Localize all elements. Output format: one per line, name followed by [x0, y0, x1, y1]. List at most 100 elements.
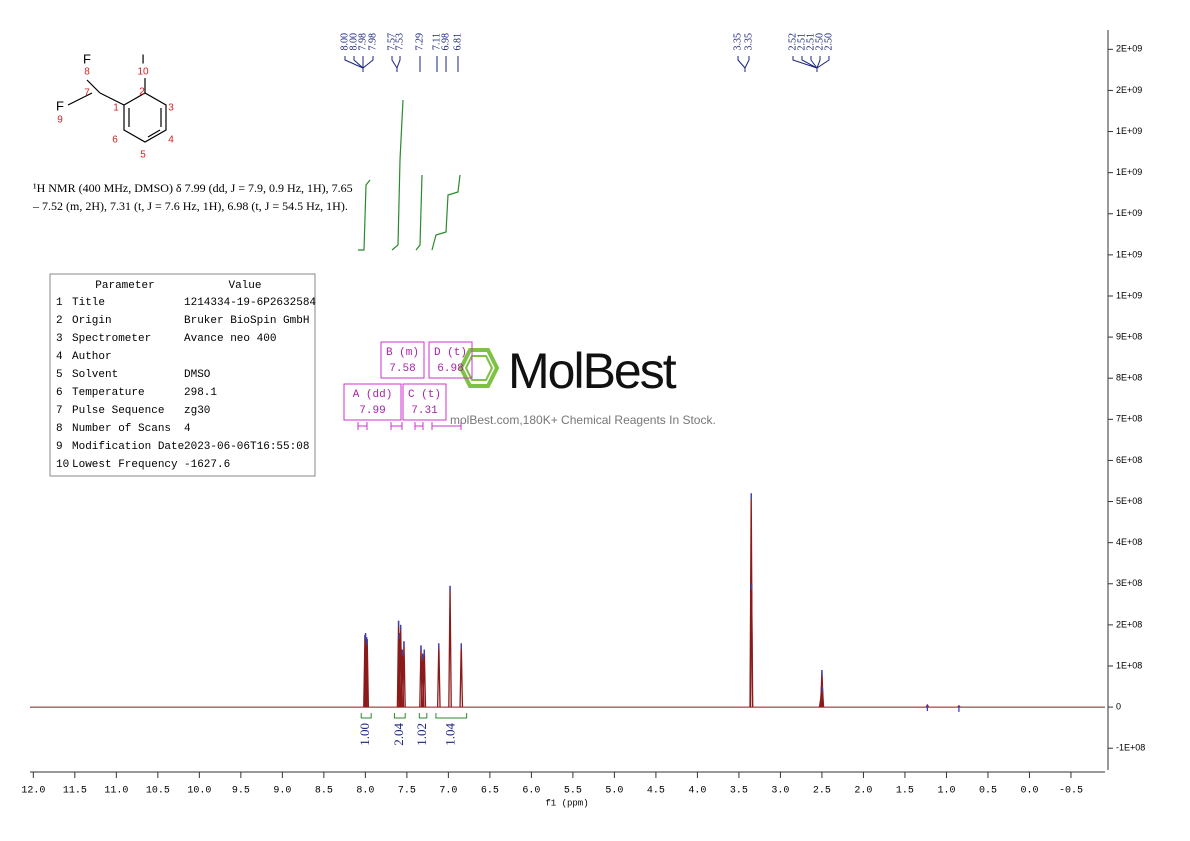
structure-bonds [67, 78, 167, 143]
table-cell: zg30 [184, 405, 210, 417]
x-tick-label: 12.0 [21, 786, 45, 797]
table-cell: 2023-06-06T16:55:08 [184, 441, 309, 453]
peak [402, 641, 406, 708]
peak-label: 2.51 [805, 33, 816, 51]
integral-label: 2.04 [391, 723, 406, 746]
multiplet-range [390, 422, 403, 430]
x-tick-label: 0.5 [979, 786, 997, 797]
parameter-table [49, 273, 316, 477]
table-cell: 4 [184, 423, 191, 435]
y-tick-label: 6E+08 [1116, 455, 1142, 465]
peak-label-connector [362, 56, 374, 72]
atom-label: I [141, 51, 145, 66]
peak-label: 3.35 [732, 33, 743, 51]
table-cell: Origin [72, 315, 112, 327]
y-tick-label: 1E+09 [1116, 249, 1142, 259]
multiplet-shift: 7.31 [411, 405, 438, 417]
integral-bracket [435, 713, 468, 719]
y-tick-label: 3E+08 [1116, 578, 1142, 588]
peak-label: 7.98 [367, 33, 378, 51]
x-tick-label: 7.0 [439, 786, 457, 797]
table-cell: Avance neo 400 [184, 333, 276, 345]
description-line: ¹H NMR (400 MHz, DMSO) δ 7.99 (dd, J = 7… [33, 181, 353, 195]
table-cell: Solvent [72, 369, 118, 381]
table-cell: Temperature [72, 387, 145, 399]
atom-label: 6 [112, 135, 118, 146]
table-cell: 3 [56, 333, 63, 345]
y-tick-label: 5E+08 [1116, 496, 1142, 506]
description-line: – 7.52 (m, 2H), 7.31 (t, J = 7.6 Hz, 1H)… [32, 199, 348, 213]
watermark-tagline: molBest.com,180K+ Chemical Reagents In S… [450, 413, 716, 427]
table-cell: 298.1 [184, 387, 217, 399]
x-tick-label: 10.5 [146, 786, 170, 797]
x-tick-label: -0.5 [1059, 786, 1083, 797]
peak-label: 2.50 [823, 33, 834, 51]
table-cell: 9 [56, 441, 63, 453]
y-tick-label: 2E+09 [1116, 44, 1142, 54]
y-tick-label: 2E+09 [1116, 85, 1142, 95]
table-cell: 1 [56, 297, 63, 309]
atom-label: 4 [168, 135, 174, 146]
y-tick-label: 2E+08 [1116, 619, 1142, 629]
x-tick-label: 6.5 [481, 786, 499, 797]
peak-label-connector [396, 56, 401, 72]
y-tick-label: 1E+09 [1116, 290, 1142, 300]
x-tick-label: 4.0 [688, 786, 706, 797]
atom-label: F [56, 98, 64, 113]
multiplet-box [428, 341, 473, 379]
x-axis-label: f1 (ppm) [545, 798, 588, 808]
peak-label: 8.00 [339, 33, 350, 51]
table-cell: Pulse Sequence [72, 405, 164, 417]
atom-label: 1 [113, 103, 119, 114]
table-cell: Bruker BioSpin GmbH [184, 315, 309, 327]
x-tick-label: 8.0 [356, 786, 374, 797]
atom-label: 3 [168, 103, 174, 114]
logo [458, 348, 500, 388]
atom-label: 8 [84, 67, 90, 78]
integral-bracket [418, 713, 428, 719]
table-cell: -1627.6 [184, 459, 230, 471]
multiplet-name: B (m) [386, 347, 419, 359]
peak-label: 6.81 [452, 33, 463, 51]
peak-label: 7.11 [431, 33, 442, 50]
x-tick-label: 2.0 [854, 786, 872, 797]
atom-label: 10 [137, 67, 149, 78]
multiplet-shift: 7.58 [389, 363, 415, 375]
integral-bracket [360, 713, 372, 719]
peak-label: 7.29 [414, 33, 425, 51]
x-tick-label: 8.5 [315, 786, 333, 797]
multiplet-box [380, 341, 425, 379]
multiplet-shift: 7.99 [359, 405, 385, 417]
peak-label-connector [816, 56, 830, 72]
watermark-brand: MolBest [508, 343, 677, 399]
x-tick-label: 10.0 [187, 786, 211, 797]
table-cell: 8 [56, 423, 63, 435]
multiplet-range [357, 422, 368, 430]
x-tick-label: 3.5 [730, 786, 748, 797]
table-cell: 6 [56, 387, 63, 399]
y-tick-label: 1E+09 [1116, 167, 1142, 177]
peak-label: 8.00 [348, 33, 359, 51]
y-tick-label: 1E+09 [1116, 126, 1142, 136]
x-tick-label: 5.0 [605, 786, 623, 797]
table-cell: 2 [56, 315, 63, 327]
peak-label: 2.51 [796, 33, 807, 51]
integral-label: 1.02 [414, 723, 429, 746]
integral-bracket [393, 713, 406, 719]
multiplet-name: D (t) [434, 347, 467, 359]
y-tick-label: 9E+08 [1116, 331, 1142, 341]
multiplet-range [414, 422, 424, 430]
peak-label: 3.35 [743, 33, 754, 51]
x-tick-label: 0.0 [1020, 786, 1038, 797]
atom-label: 9 [57, 115, 63, 126]
multiplet-shift: 6.98 [437, 363, 463, 375]
multiplet-box [402, 383, 447, 421]
table-cell: Number of Scans [72, 423, 171, 435]
table-cell: 7 [56, 405, 63, 417]
table-cell: Spectrometer [72, 333, 151, 345]
table-header: Parameter [95, 280, 154, 292]
table-cell: 1214334-19-6P2632584 [184, 297, 316, 309]
table-cell: DMSO [184, 369, 211, 381]
x-tick-label: 7.5 [398, 786, 416, 797]
